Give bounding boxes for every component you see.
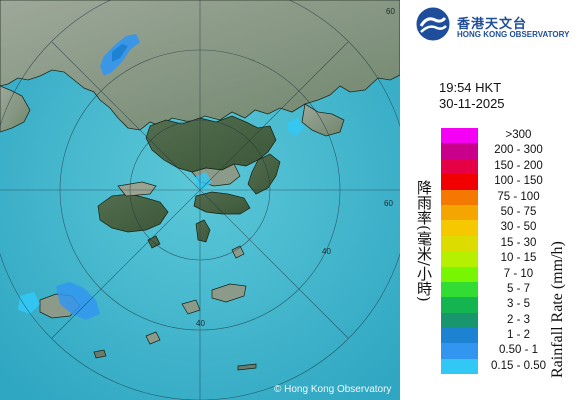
radar-map[interactable]: 60 40 60 40 © Hong Kong Observatory bbox=[0, 0, 400, 400]
rain-echo-southwest bbox=[18, 292, 40, 314]
po-toi-island bbox=[231, 245, 245, 259]
legend-row: 0.50 - 1 bbox=[441, 343, 571, 359]
legend-swatch bbox=[441, 235, 478, 252]
legend-swatch bbox=[441, 143, 478, 159]
legend-row: >300 bbox=[441, 128, 571, 144]
legend-swatch bbox=[441, 281, 478, 298]
legend-row: 30 - 50 bbox=[441, 220, 571, 236]
legend-row: 100 - 150 bbox=[441, 174, 571, 190]
legend-swatch bbox=[441, 328, 478, 344]
legend-range-label: 2 - 3 bbox=[506, 313, 530, 326]
range-ring-label: 40 bbox=[196, 319, 205, 328]
org-name-zh: 香港天文台 bbox=[457, 17, 528, 32]
rain-echo-west bbox=[56, 282, 100, 320]
legend-swatch bbox=[441, 251, 478, 267]
southern-island-c bbox=[145, 331, 161, 345]
org-logo[interactable]: 香港天文台 HONG KONG OBSERVATORY bbox=[415, 6, 575, 42]
range-ring-label: 60 bbox=[386, 7, 395, 16]
legend-row: 15 - 30 bbox=[441, 235, 571, 252]
range-ring-label: 60 bbox=[384, 199, 393, 208]
legend-row: 150 - 200 bbox=[441, 158, 571, 175]
legend-row: 2 - 3 bbox=[441, 312, 571, 329]
legend-range-label: 15 - 30 bbox=[500, 236, 537, 249]
range-ring-label: 40 bbox=[322, 247, 331, 256]
legend-row: 7 - 10 bbox=[441, 266, 571, 282]
far-south-rock bbox=[237, 363, 257, 371]
legend-range-label: >300 bbox=[505, 129, 532, 141]
legend-range-label: 200 - 300 bbox=[494, 144, 543, 157]
legend-swatch bbox=[441, 343, 478, 359]
legend-row: 200 - 300 bbox=[441, 143, 571, 159]
new-territories-hills bbox=[145, 115, 277, 173]
legend-range-label: 0.50 - 1 bbox=[499, 344, 538, 357]
legend-swatch bbox=[441, 297, 478, 313]
legend-row: 5 - 7 bbox=[441, 281, 571, 298]
legend-swatch bbox=[441, 358, 478, 375]
eastern-headland bbox=[301, 103, 345, 137]
legend-range-label: 10 - 15 bbox=[500, 252, 537, 265]
legend-row: 1 - 2 bbox=[441, 328, 571, 344]
legend-row: 50 - 75 bbox=[441, 204, 571, 221]
legend-range-label: 150 - 200 bbox=[494, 159, 543, 172]
org-name-en: HONG KONG OBSERVATORY bbox=[457, 30, 570, 39]
legend-swatch bbox=[441, 189, 478, 205]
lamma-island bbox=[195, 219, 211, 243]
legend-range-label: 5 - 7 bbox=[506, 282, 530, 295]
radar-map-canvas: 60 40 60 40 bbox=[0, 0, 400, 400]
observation-date: 30-11-2025 bbox=[439, 96, 505, 111]
legend-row: 75 - 100 bbox=[441, 189, 571, 205]
copyright-notice: © Hong Kong Observatory bbox=[274, 384, 392, 395]
legend-range-label: 1 - 2 bbox=[506, 329, 530, 342]
legend-swatch bbox=[441, 174, 478, 190]
legend-swatch bbox=[441, 266, 478, 282]
legend-swatch bbox=[441, 312, 478, 329]
legend-swatch bbox=[441, 204, 478, 221]
legend-range-label: 3 - 5 bbox=[506, 298, 530, 311]
legend-swatch bbox=[441, 128, 478, 144]
legend-range-label: 7 - 10 bbox=[503, 267, 534, 280]
south-west-rock bbox=[93, 349, 107, 359]
rainfall-legend: >300 200 - 300 150 - 200 100 - 150 75 - 100 5… bbox=[441, 128, 571, 375]
legend-row: 0.15 - 0.50 bbox=[441, 358, 571, 375]
legend-swatch bbox=[441, 158, 478, 175]
rain-echo-north-core bbox=[112, 44, 128, 62]
range-ring-labels: 60 40 60 40 bbox=[196, 7, 395, 328]
legend-range-label: 50 - 75 bbox=[500, 205, 537, 218]
info-panel: 香港天文台 HONG KONG OBSERVATORY 19:54 HKT 30… bbox=[401, 0, 577, 400]
legend-title-en: Rainfall Rate (mm/h) bbox=[549, 241, 566, 378]
legend-range-label: 0.15 - 0.50 bbox=[491, 359, 546, 372]
legend-swatch bbox=[441, 220, 478, 236]
observation-time: 19:54 HKT bbox=[439, 80, 502, 95]
range-rings bbox=[0, 0, 400, 400]
rain-echo-east bbox=[288, 118, 304, 136]
legend-title-zh: 降雨率(毫米/小時) bbox=[415, 180, 433, 302]
legend-row: 3 - 5 bbox=[441, 297, 571, 313]
western-peninsula bbox=[0, 85, 31, 133]
southern-island-a bbox=[211, 283, 247, 303]
legend-row: 10 - 15 bbox=[441, 251, 571, 267]
sai-kung-peninsula bbox=[247, 153, 281, 195]
legend-range-label: 75 - 100 bbox=[497, 190, 540, 203]
legend-range-label: 100 - 150 bbox=[494, 175, 543, 188]
hko-logo-icon bbox=[416, 7, 450, 41]
legend-range-label: 30 - 50 bbox=[500, 221, 537, 234]
